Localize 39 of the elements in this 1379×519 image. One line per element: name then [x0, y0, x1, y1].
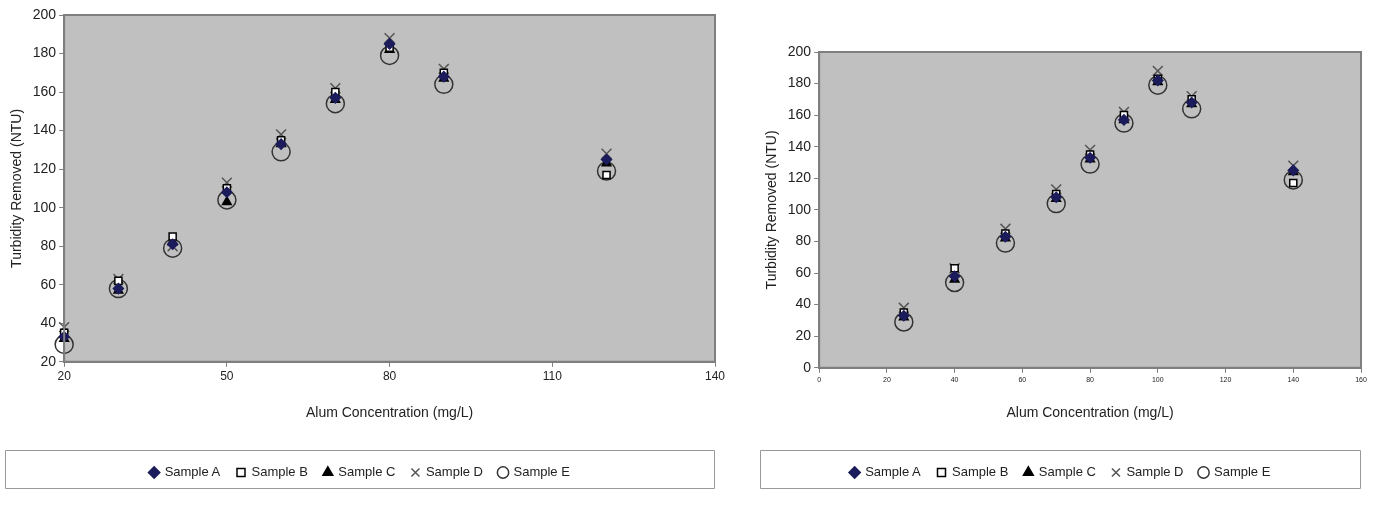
y-tick-label: 120	[32, 159, 57, 176]
legend-label: Sample E	[513, 464, 571, 480]
legend-label: Sample A	[865, 464, 922, 480]
x-axis-title: Alum Concentration (mg/L)	[305, 404, 474, 421]
y-tick-label: 200	[787, 42, 812, 59]
y-tick-label: 200	[32, 5, 57, 22]
y-tick-label: 60	[40, 275, 57, 292]
legend-label: Sample D	[1126, 464, 1184, 480]
legend-label: Sample A	[164, 464, 221, 480]
y-tick-label: 100	[32, 198, 57, 215]
legend-label: Sample E	[1214, 464, 1271, 480]
y-tick-label: 60	[795, 263, 812, 280]
x-tick-label: 110	[542, 369, 563, 384]
legend-label: Sample B	[251, 464, 308, 480]
y-tick-label: 160	[32, 82, 57, 99]
legend-label: Sample B	[951, 464, 1009, 480]
y-tick-label: 120	[787, 169, 812, 186]
y-tick-label: 180	[32, 44, 57, 61]
y-tick-label: 40	[795, 295, 812, 312]
y-tick-label: 20	[795, 327, 812, 344]
legend-label: Sample C	[338, 464, 396, 480]
y-tick-label: 140	[787, 137, 812, 154]
x-tick-label: 80	[382, 369, 397, 384]
y-tick-label: 80	[40, 237, 57, 254]
x-tick-label: 50	[220, 369, 234, 384]
y-tick-label: 140	[32, 121, 57, 138]
y-tick-label: 180	[787, 74, 812, 91]
y-axis-title: Turbidity Removed (NTU)	[763, 130, 780, 290]
x-axis-title: Alum Concentration (mg/L)	[1006, 404, 1174, 421]
x-tick-label: 20	[57, 369, 72, 384]
x-tick-label: 140	[704, 369, 726, 384]
y-tick-label: 20	[40, 352, 57, 369]
y-axis-title: Turbidity Removed (NTU)	[8, 108, 25, 268]
legend-label: Sample C	[1038, 464, 1096, 480]
legend-label: Sample D	[425, 464, 484, 480]
y-tick-label: 40	[40, 314, 57, 331]
y-tick-label: 100	[787, 200, 812, 217]
y-tick-label: 160	[787, 106, 812, 123]
y-tick-label: 80	[795, 232, 812, 249]
